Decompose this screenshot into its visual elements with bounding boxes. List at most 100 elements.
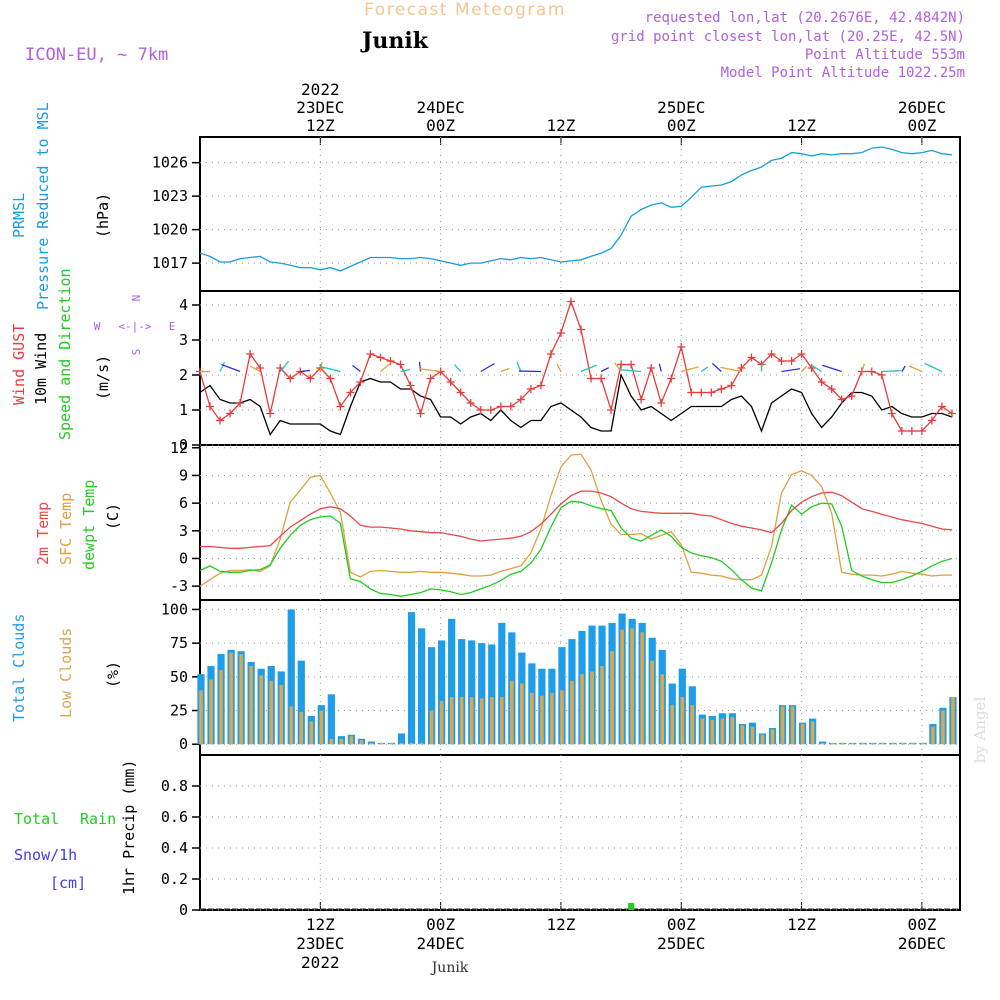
gust-marker	[206, 402, 215, 411]
prmsl-long-label: Pressure Reduced to MSL	[34, 102, 52, 310]
low-clouds-bar	[790, 706, 795, 745]
low-clouds-bar	[740, 725, 745, 745]
low-clouds-bar	[560, 690, 564, 745]
low-clouds-bar	[459, 697, 464, 745]
low-clouds-bar	[479, 698, 484, 745]
gust-marker	[627, 360, 636, 369]
low-clouds-bar	[369, 742, 374, 745]
wind-direction-arrow	[908, 365, 923, 373]
low-clouds-label: Low Clouds	[57, 628, 75, 718]
gust-marker	[947, 409, 956, 418]
pressure-unit: (hPa)	[94, 193, 112, 238]
compass-s: S	[130, 349, 143, 356]
wind-direction-arrow	[380, 361, 393, 373]
total-clouds-bar	[287, 609, 295, 745]
gust-marker	[306, 374, 315, 383]
low-clouds-bar	[520, 683, 524, 745]
wind-direction-arrow	[418, 361, 422, 372]
total-clouds-bar	[417, 628, 426, 745]
low-clouds-bar	[389, 742, 394, 745]
low-clouds-bar	[640, 632, 644, 745]
point-altitude: Point Altitude 553m	[805, 47, 965, 63]
wind-direction-arrow	[319, 365, 341, 373]
low-clouds-bar	[660, 674, 665, 745]
gust-marker	[406, 381, 415, 390]
time-label-bottom: 2022	[301, 953, 340, 972]
low-clouds-bar	[880, 742, 885, 745]
gust-marker	[857, 367, 866, 376]
compass-arrows: <-|->	[118, 320, 151, 333]
gust-marker	[396, 360, 405, 369]
low-clouds-bar	[279, 684, 284, 745]
gust-marker	[847, 392, 856, 400]
gust-marker	[897, 427, 906, 435]
wind-direction-arrow	[901, 365, 906, 372]
time-label-top: 24DEC	[417, 98, 465, 117]
time-label-top: 2022	[301, 80, 340, 99]
low-clouds-bar	[690, 705, 695, 745]
y-tick-label: 0	[179, 436, 188, 454]
gust-marker	[216, 416, 225, 425]
wind-gust-line	[199, 299, 953, 432]
low-clouds-bar	[891, 742, 895, 745]
time-label-bottom: 00Z	[426, 915, 455, 934]
low-clouds-bar	[730, 717, 735, 745]
gust-marker	[727, 381, 736, 390]
y-tick-label: 1	[179, 401, 188, 419]
y-tick-label: 3	[179, 331, 188, 349]
y-tick-label: 50	[170, 668, 188, 686]
precip-total-label: Total	[14, 810, 59, 828]
wind-direction-arrow	[619, 369, 642, 373]
gust-marker	[446, 378, 455, 386]
temp-dewpt-label: dewpt Temp	[80, 480, 98, 570]
low-clouds-bar	[429, 710, 434, 745]
low-clouds-bar	[339, 738, 344, 745]
low-clouds-bar	[419, 742, 424, 745]
gust-marker	[566, 297, 575, 306]
dewpt-temp-line	[199, 500, 953, 597]
chart-title: Forecast Meteogram	[364, 0, 566, 20]
wind-direction-arrow	[720, 366, 742, 373]
wind-unit: (m/s)	[94, 355, 112, 400]
low-clouds-bar	[710, 719, 715, 745]
wind-direction-arrow	[600, 367, 610, 373]
temp-2m-label: 2m Temp	[34, 502, 52, 565]
wind-direction-arrow	[500, 367, 510, 373]
compass-e: E	[169, 320, 176, 333]
wind-direction-arrow	[221, 363, 241, 373]
pressure-plot	[199, 146, 953, 272]
low-clouds-bar	[720, 718, 725, 745]
gust-marker	[837, 395, 846, 404]
gust-marker	[767, 350, 776, 358]
low-clouds-bar	[309, 721, 314, 745]
low-clouds-bar	[249, 666, 253, 745]
y-tick-label: 4	[179, 296, 188, 314]
precip-rain-label: Rain	[80, 810, 116, 828]
wind-10m-label: 10m Wind	[32, 333, 50, 405]
gust-marker	[416, 409, 425, 418]
gust-marker	[466, 399, 475, 407]
wind-direction-arrow	[822, 364, 842, 373]
time-label-top: 00Z	[667, 116, 696, 135]
y-tick-label: -3	[170, 577, 188, 595]
prmsl-label: PRMSL	[10, 193, 28, 238]
low-clouds-bar	[620, 629, 624, 745]
low-clouds-bar	[499, 697, 504, 745]
low-clouds-bar	[850, 742, 855, 745]
wind-direction-arrow	[861, 363, 866, 372]
model-label: ICON-EU, ~ 7km	[25, 45, 168, 65]
time-label-top: 12Z	[306, 116, 335, 135]
low-clouds-bar	[469, 697, 474, 745]
y-tick-label: 0.4	[161, 839, 188, 857]
low-clouds-bar	[239, 653, 243, 745]
panel-frame	[199, 444, 961, 601]
gust-marker	[747, 353, 756, 362]
wind-direction-arrow	[556, 363, 562, 372]
low-clouds-bar	[780, 706, 785, 745]
total-clouds-bar	[327, 694, 335, 745]
low-clouds-bar	[229, 652, 233, 745]
low-clouds-bar	[830, 742, 835, 745]
gust-marker	[687, 388, 696, 397]
gust-marker	[236, 399, 245, 407]
